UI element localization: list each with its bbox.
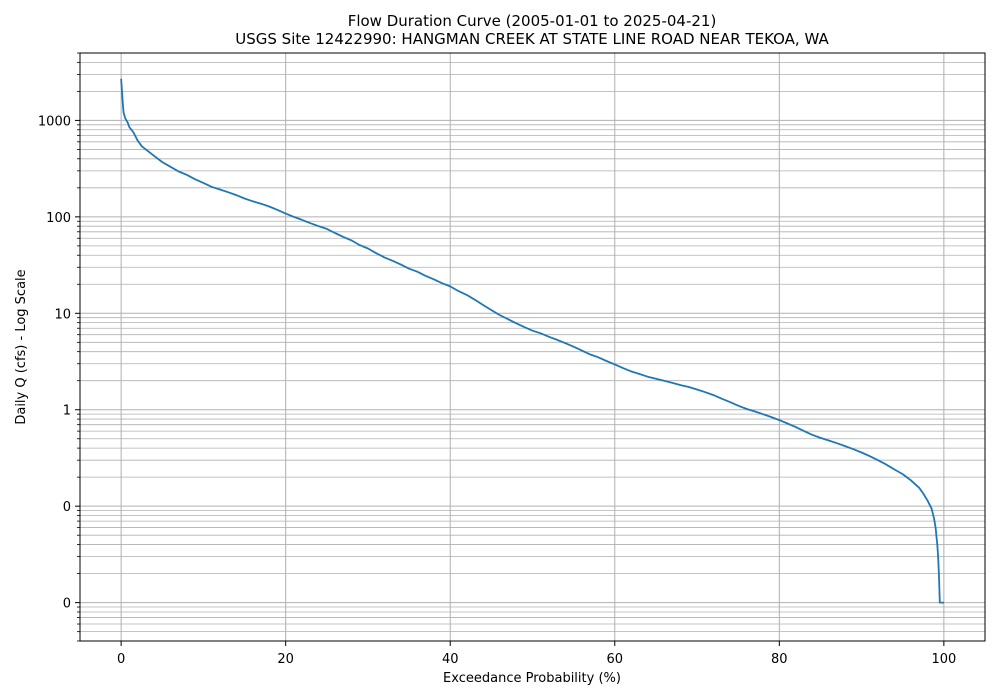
- y-tick-label: 1000: [38, 114, 71, 129]
- grid-lines: [80, 52, 985, 642]
- y-tick-label: 0: [63, 500, 71, 515]
- plot-frame: [79, 52, 986, 642]
- chart-subtitle: USGS Site 12422990: HANGMAN CREEK AT STA…: [235, 30, 829, 48]
- y-tick-label: 0: [63, 597, 71, 612]
- x-axis-label: Exceedance Probability (%): [443, 671, 621, 686]
- x-tick-label: 100: [931, 652, 956, 667]
- flow-duration-line: [120, 78, 944, 604]
- x-tick-label: 40: [442, 652, 459, 667]
- x-tick-label: 80: [771, 652, 788, 667]
- chart-title: Flow Duration Curve (2005-01-01 to 2025-…: [348, 12, 717, 30]
- y-axis-label: Daily Q (cfs) - Log Scale: [14, 269, 29, 424]
- y-tick-label: 100: [46, 211, 71, 226]
- x-tick-label: 20: [277, 652, 294, 667]
- series-lines: [120, 78, 944, 604]
- x-tick-label: 0: [117, 652, 125, 667]
- y-tick-label: 10: [54, 307, 71, 322]
- x-tick-label: 60: [606, 652, 623, 667]
- axes: [75, 52, 986, 646]
- y-tick-label: 1: [63, 404, 71, 419]
